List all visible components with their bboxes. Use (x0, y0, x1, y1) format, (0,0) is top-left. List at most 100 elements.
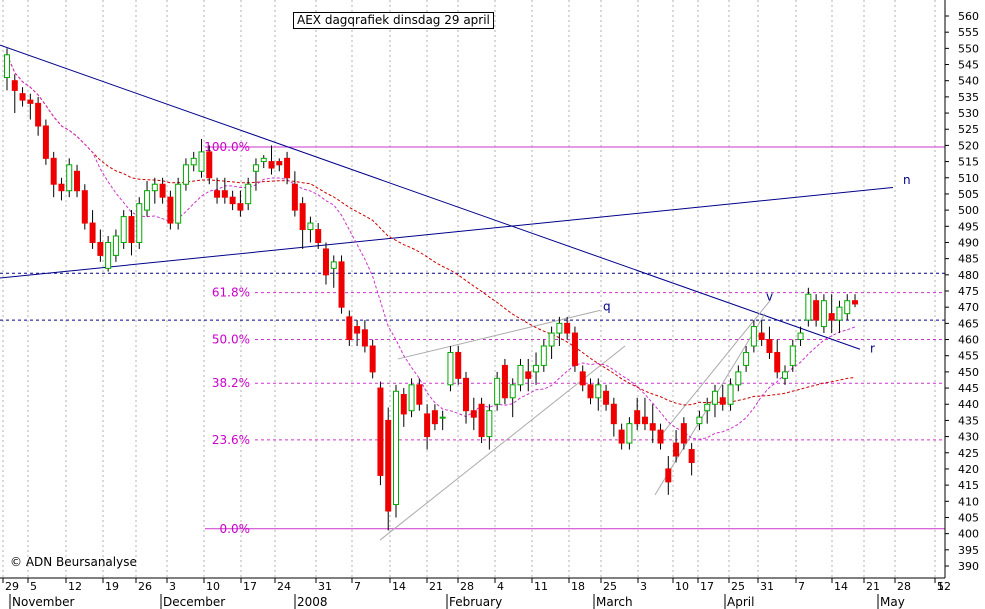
trendline-label: r (870, 341, 875, 355)
x-tick-label: 14 (834, 580, 848, 593)
y-tick-label: 395 (958, 544, 979, 557)
candle (35, 102, 42, 127)
y-tick-label: 495 (958, 220, 979, 233)
y-tick-label: 435 (958, 414, 979, 427)
candle (175, 183, 182, 224)
x-tick-label: 21 (429, 580, 443, 593)
x-tick-label: 18 (571, 580, 585, 593)
y-tick-label: 430 (958, 431, 979, 444)
candle (618, 429, 625, 444)
candle (548, 332, 555, 347)
y-tick-label: 515 (958, 156, 979, 169)
x-tick-label: 14 (392, 580, 406, 593)
x-tick-label: 10 (206, 580, 220, 593)
candle (494, 377, 501, 405)
candle (315, 229, 322, 243)
copyright-notice: © ADN Beursanalyse (10, 555, 137, 569)
candle (533, 364, 540, 373)
candle (766, 339, 773, 353)
candle (66, 164, 73, 192)
y-tick-label: 500 (958, 204, 979, 217)
x-tick-label: 24 (277, 580, 291, 593)
candle (151, 183, 158, 192)
candle (97, 241, 104, 256)
candle (74, 170, 81, 192)
y-tick-label: 490 (958, 236, 979, 249)
candle (369, 345, 376, 373)
candle (182, 164, 189, 185)
candle (245, 183, 252, 205)
y-tick-label: 410 (958, 495, 979, 508)
y-tick-label: 545 (958, 59, 979, 72)
candle (626, 423, 633, 444)
candle (214, 190, 221, 198)
x-tick-label: 31 (760, 580, 774, 593)
trendline-label: v (766, 290, 773, 304)
candle (758, 332, 765, 341)
candle (447, 351, 454, 386)
candle (711, 390, 718, 405)
candle (105, 241, 112, 269)
candle (237, 203, 244, 211)
trendline-label: n (903, 173, 911, 187)
candle (322, 248, 329, 276)
candle (564, 322, 571, 334)
candle (774, 351, 781, 373)
candle (789, 345, 796, 366)
x-tick-label: 29 (5, 580, 19, 593)
y-tick-label: 535 (958, 91, 979, 104)
candle (641, 416, 648, 425)
candle (820, 300, 827, 328)
candle (478, 403, 485, 438)
trendline-label: q (603, 299, 611, 313)
candle (455, 351, 462, 379)
y-tick-label: 510 (958, 172, 979, 185)
trendline-q (397, 309, 601, 360)
candle (828, 313, 835, 321)
candle (579, 371, 586, 386)
candle (307, 222, 314, 231)
fib-label: 61.8% (212, 286, 250, 300)
candle (649, 423, 656, 431)
candle (361, 329, 368, 347)
candle (665, 468, 672, 483)
grid-lines (2, 0, 936, 578)
x-tick-label: 12 (937, 580, 951, 593)
x-tick-label: 17 (700, 580, 714, 593)
candle (400, 394, 407, 415)
y-tick-label: 550 (958, 42, 979, 55)
candle (836, 306, 843, 321)
y-tick-label: 455 (958, 350, 979, 363)
trendline-down (0, 44, 861, 350)
candle (268, 161, 275, 169)
y-tick-label: 525 (958, 123, 979, 136)
x-tick-label: 10 (675, 580, 689, 593)
x-tick-label: 3 (640, 580, 647, 593)
candle (299, 203, 306, 231)
candle (198, 151, 205, 172)
candle (805, 293, 812, 321)
candle (610, 403, 617, 425)
candles (4, 48, 859, 531)
y-tick-label: 475 (958, 285, 979, 298)
candle (346, 316, 353, 341)
candle (587, 384, 594, 399)
candle (120, 216, 127, 243)
month-label: April (727, 595, 754, 609)
candle (144, 190, 151, 211)
fibonacci-levels: 100.0% 61.8% 50.0% 38.2% 23.6% 0.0% (0, 140, 945, 536)
y-tick-label: 415 (958, 479, 979, 492)
x-tick-label: 17 (243, 580, 257, 593)
y-tick-label: 450 (958, 366, 979, 379)
candle (221, 190, 228, 198)
candle (112, 235, 119, 256)
y-tick-label: 520 (958, 139, 979, 152)
candle (463, 377, 470, 412)
y-tick-label: 400 (958, 528, 979, 541)
month-label: March (596, 595, 633, 609)
candle (431, 410, 438, 425)
y-tick-label: 560 (958, 10, 979, 23)
y-tick-label: 445 (958, 382, 979, 395)
x-tick-label: 7 (354, 580, 361, 593)
